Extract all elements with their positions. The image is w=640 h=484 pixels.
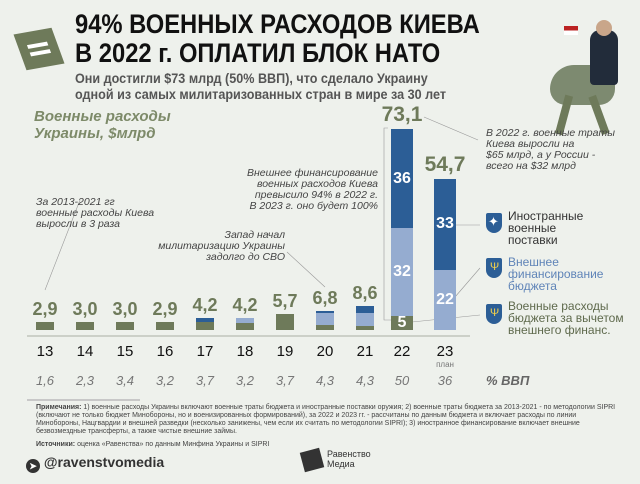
x-tick-label: 16 [156,343,174,360]
bar-segment-23-2 [434,178,456,270]
segment-label: 33 [436,215,454,233]
page-title: 94% ВОЕННЫХ РАСХОДОВ КИЕВА В 2022 г. ОПЛА… [75,9,480,68]
bar-segment-20-0 [316,324,334,330]
gdp-share-label: 50 [394,373,410,388]
gdp-share-label: 3,7 [275,373,295,388]
footer-notes: Примечания: 1) военные расходы Украины в… [36,404,616,435]
brand-footer-name: Равенство Медиа [327,449,371,469]
annotation-leader-west [286,251,326,288]
total-label: 73,1 [381,103,423,127]
bar-segment-22-2 [391,129,413,229]
total-label: 5,7 [272,291,298,312]
bar-segment-23-1 [434,269,456,330]
gdp-share-label: 1,6 [35,373,55,388]
x-tick-label: 22 [393,343,411,360]
annotation-growth: За 2013-2021 гг военные расходы Киева выро… [36,196,155,230]
annotation-russia: В 2022 г. военные траты Киева выросли на $… [486,127,615,172]
gdp-share-label: 3,4 [115,373,135,388]
annotation-external: Внешнее финансирование военных расходов К… [246,167,378,212]
bar-segment-21-1 [356,313,374,326]
telegram-link[interactable]: ➤ @ravenstvomedia [26,454,164,473]
nato-shield-icon: ✦ [486,213,502,233]
segment-label: 5 [397,314,407,332]
gdp-share-label: 2,3 [75,373,95,388]
segment-label: 22 [436,290,454,308]
gdp-share-label: 3,2 [235,373,255,388]
segment-label: 36 [393,169,411,187]
total-label: 3,0 [72,298,98,319]
gdp-share-label: 36 [437,373,453,388]
bar-segment-22-0 [391,316,413,330]
total-label: 4,2 [192,295,218,316]
footer-sources: Источники: оценка «Равенства» по данным … [36,441,270,448]
annotation-west: Запад начал милитаризацию Украины задолго … [158,229,285,263]
total-label: 2,9 [152,299,178,320]
bar-segment-19-0 [276,314,294,330]
legend-external: Внешнее финансирование бюджета [508,255,604,293]
bar-segment-17-0 [196,321,214,330]
total-label: 3,0 [112,298,138,319]
legend-leader-external [454,267,481,298]
bar-segment-21-0 [356,325,374,330]
annotation-leader-growth [44,199,81,291]
annotation-bracket-external [383,127,393,321]
chart-title: Военные расходы Украины, $млрд [34,108,171,142]
bar-segment-22-1 [391,228,413,317]
telegram-icon: ➤ [26,459,40,473]
bar-segment-20-2 [316,310,334,313]
x-tick-label: 18 [236,343,254,360]
total-label: 6,8 [312,287,338,308]
horse-illustration [540,20,630,140]
x-tick-label: 14 [76,343,94,360]
gdp-share-label: 4,3 [315,373,335,388]
x-tick-label: 19 [276,343,294,360]
x-tick-label: 21 [356,343,374,360]
bar-segment-15-0 [116,321,134,330]
gdp-label: % ВВП [486,373,530,388]
gdp-share-label: 4,3 [355,373,375,388]
x-tick-label: 20 [316,343,334,360]
bar-segment-18-0 [236,322,254,330]
legend-budget: Военные расходы бюджета за вычетом внешн… [508,299,624,337]
annotation-leader-russia [423,116,479,141]
total-label: 2,9 [32,299,58,320]
x-tick-label: 23 [436,343,454,360]
bar-segment-20-1 [316,312,334,325]
bar-segment-13-0 [36,322,54,330]
x-tick-label: 17 [196,343,214,360]
segment-label: 32 [393,263,411,281]
x-tick-label: 13 [36,343,54,360]
trident-blue-icon: Ψ [486,258,502,278]
x-tick-label: 15 [116,343,134,360]
gdp-share-label: 3,2 [155,373,175,388]
total-label: 54,7 [424,152,466,176]
subtitle: Они достигли $73 млрд (50% ВВП), что сде… [75,70,446,102]
legend-foreign: Иностранные военные поставки [508,209,584,247]
bar-segment-14-0 [76,321,94,330]
bar-segment-17-2 [196,318,214,322]
bar-segment-16-0 [156,322,174,330]
gdp-share-label: 3,7 [195,373,215,388]
bar-segment-18-1 [236,318,254,323]
trident-yellow-icon: Ψ [486,304,502,324]
x-tick-note: план [436,360,454,369]
total-label: 4,2 [232,295,258,316]
bar-segment-21-2 [356,306,374,314]
total-label: 8,6 [352,283,378,304]
